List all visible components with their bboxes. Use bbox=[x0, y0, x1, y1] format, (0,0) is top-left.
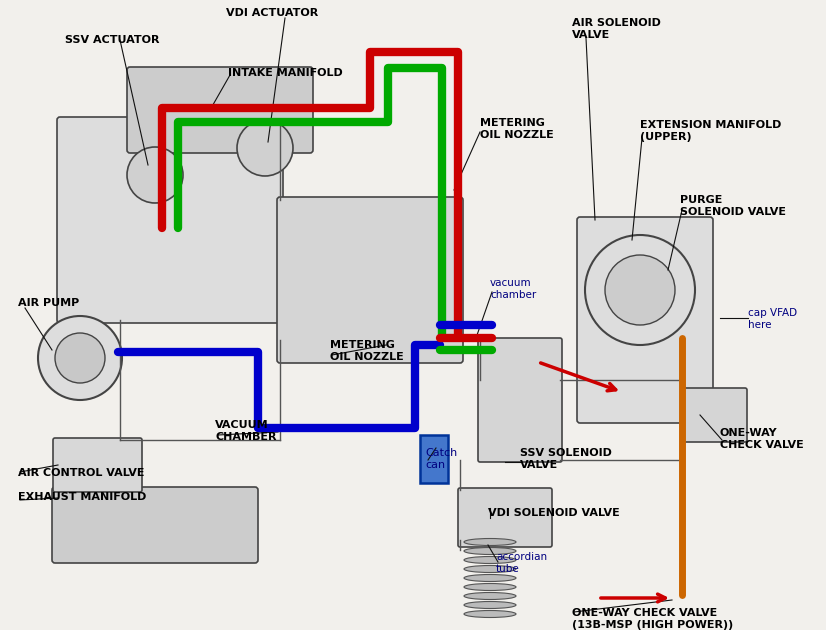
Text: accordian
tube: accordian tube bbox=[496, 552, 547, 573]
Ellipse shape bbox=[464, 592, 516, 600]
Ellipse shape bbox=[464, 539, 516, 546]
Text: VDI SOLENOID VALVE: VDI SOLENOID VALVE bbox=[488, 508, 620, 518]
Ellipse shape bbox=[464, 547, 516, 554]
FancyBboxPatch shape bbox=[277, 197, 463, 363]
Circle shape bbox=[38, 316, 122, 400]
FancyBboxPatch shape bbox=[53, 438, 142, 492]
Circle shape bbox=[55, 333, 105, 383]
Text: SSV ACTUATOR: SSV ACTUATOR bbox=[65, 35, 159, 45]
FancyBboxPatch shape bbox=[577, 217, 713, 423]
Text: EXHAUST MANIFOLD: EXHAUST MANIFOLD bbox=[18, 492, 146, 502]
Text: SSV SOLENOID
VALVE: SSV SOLENOID VALVE bbox=[520, 448, 612, 469]
Text: vacuum
chamber: vacuum chamber bbox=[490, 278, 536, 300]
Circle shape bbox=[585, 235, 695, 345]
Text: AIR PUMP: AIR PUMP bbox=[18, 298, 79, 308]
Text: ONE-WAY
CHECK VALVE: ONE-WAY CHECK VALVE bbox=[720, 428, 804, 450]
Text: AIR CONTROL VALVE: AIR CONTROL VALVE bbox=[18, 468, 145, 478]
FancyBboxPatch shape bbox=[478, 338, 562, 462]
Circle shape bbox=[237, 120, 293, 176]
FancyBboxPatch shape bbox=[458, 488, 552, 547]
Circle shape bbox=[127, 147, 183, 203]
Text: PURGE
SOLENOID VALVE: PURGE SOLENOID VALVE bbox=[680, 195, 786, 217]
Ellipse shape bbox=[464, 575, 516, 581]
Text: VACUUM
CHAMBER: VACUUM CHAMBER bbox=[215, 420, 277, 442]
Bar bbox=[420, 435, 448, 483]
FancyBboxPatch shape bbox=[127, 67, 313, 153]
Ellipse shape bbox=[464, 583, 516, 590]
Text: INTAKE MANIFOLD: INTAKE MANIFOLD bbox=[228, 68, 343, 78]
FancyBboxPatch shape bbox=[683, 388, 747, 442]
Text: METERING
OIL NOZZLE: METERING OIL NOZZLE bbox=[330, 340, 404, 362]
FancyBboxPatch shape bbox=[52, 487, 258, 563]
Ellipse shape bbox=[464, 556, 516, 563]
Text: VDI ACTUATOR: VDI ACTUATOR bbox=[225, 8, 318, 18]
Text: cap VFAD
here: cap VFAD here bbox=[748, 308, 797, 329]
Ellipse shape bbox=[464, 602, 516, 609]
Text: AIR SOLENOID
VALVE: AIR SOLENOID VALVE bbox=[572, 18, 661, 40]
Text: Catch
can: Catch can bbox=[425, 448, 458, 469]
Circle shape bbox=[605, 255, 675, 325]
Text: EXTENSION MANIFOLD
(UPPER): EXTENSION MANIFOLD (UPPER) bbox=[640, 120, 781, 142]
Ellipse shape bbox=[464, 610, 516, 617]
Text: ONE-WAY CHECK VALVE
(13B-MSP (HIGH POWER)): ONE-WAY CHECK VALVE (13B-MSP (HIGH POWER… bbox=[572, 608, 733, 629]
Text: METERING
OIL NOZZLE: METERING OIL NOZZLE bbox=[480, 118, 553, 140]
FancyBboxPatch shape bbox=[57, 117, 283, 323]
Ellipse shape bbox=[464, 566, 516, 573]
